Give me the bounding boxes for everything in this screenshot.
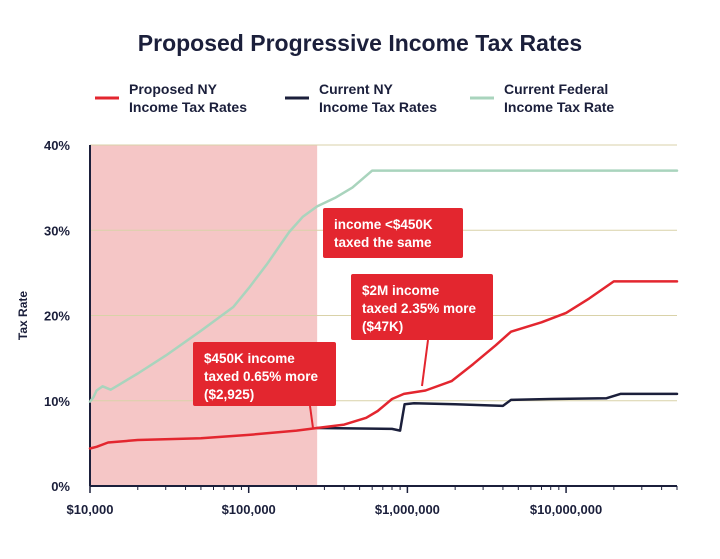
annotation-pointer [309,405,314,429]
annot-450k-same: income <$450K taxed the same [323,208,463,258]
legend-label: Current NY [319,81,394,97]
annotation-text: taxed 0.65% more [204,369,319,384]
chart-title: Proposed Progressive Income Tax Rates [137,30,583,56]
x-tick-label: $100,000 [222,502,276,517]
x-tick-label: $1,000,000 [375,502,440,517]
annot-450k: $450K income taxed 0.65% more ($2,925) [193,342,336,429]
legend-label: Income Tax Rates [129,99,247,115]
y-tick-label: 40% [44,138,70,153]
y-tick-label: 10% [44,394,70,409]
x-tick-label: $10,000 [67,502,114,517]
legend-label: Income Tax Rate [504,99,614,115]
legend-item: Current NY Income Tax Rates [285,81,437,115]
legend-label: Current Federal [504,81,608,97]
series-line-0 [88,280,679,450]
annot-2m: $2M income taxed 2.35% more ($47K) [351,274,493,387]
legend-label: Proposed NY [129,81,218,97]
legend-item: Current Federal Income Tax Rate [470,81,614,115]
annotation-text: taxed the same [334,235,432,250]
annotation-box [351,274,493,340]
y-tick-label: 0% [51,479,70,494]
legend-item: Proposed NY Income Tax Rates [95,81,247,115]
series-line-2 [88,169,679,403]
annotation-text: $2M income [362,283,440,298]
x-minor-ticks [137,486,678,490]
x-tick-label: $10,000,000 [530,502,602,517]
annotation-text: taxed 2.35% more [362,301,477,316]
annotation-text: $450K income [204,351,295,366]
annotation-text: ($47K) [362,319,403,334]
annotation-box [323,208,463,258]
y-axis-label: Tax Rate [16,291,30,340]
annotation-text: income <$450K [334,217,433,232]
annotation-pointer [421,339,429,387]
annotation-text: ($2,925) [204,387,254,402]
series-line-1 [315,392,679,432]
annotation-box [193,342,336,406]
legend-label: Income Tax Rates [319,99,437,115]
y-tick-label: 20% [44,309,70,324]
y-tick-label: 30% [44,223,70,238]
